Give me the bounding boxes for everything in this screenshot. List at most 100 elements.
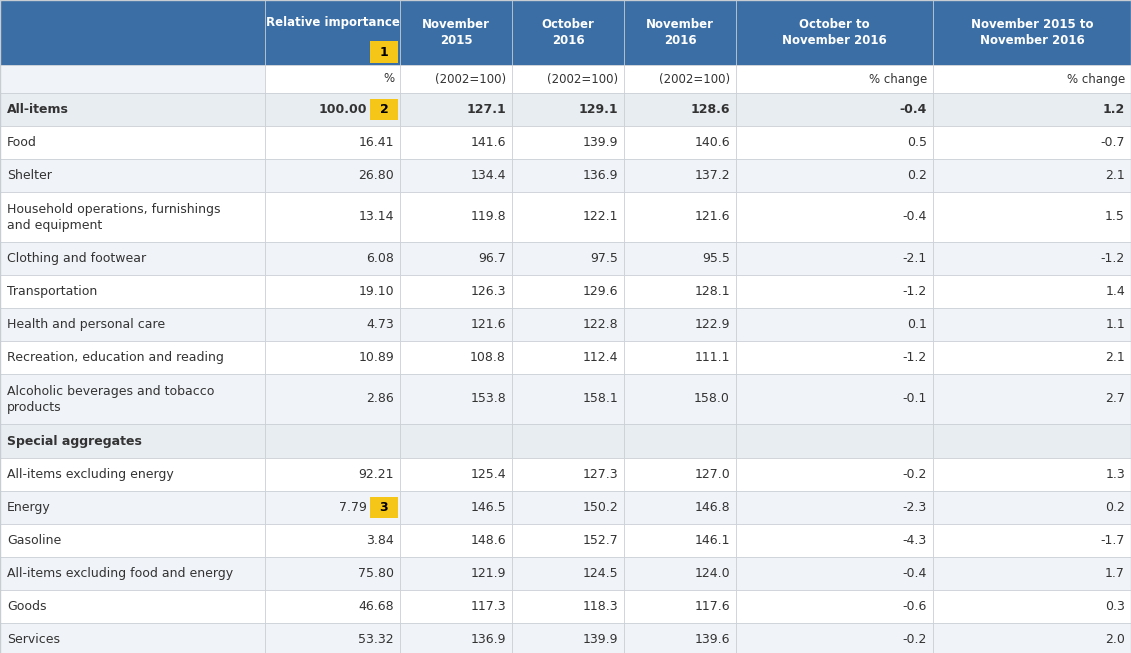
Text: 112.4: 112.4 (582, 351, 618, 364)
Text: 121.6: 121.6 (694, 210, 729, 223)
Text: 128.1: 128.1 (694, 285, 729, 298)
Text: 117.6: 117.6 (694, 600, 729, 613)
Text: Relative importance: Relative importance (266, 16, 399, 29)
Bar (736, 126, 933, 159)
Text: 141.6: 141.6 (470, 136, 506, 149)
Bar (512, 623, 624, 653)
Text: 118.3: 118.3 (582, 600, 618, 613)
Text: -1.7: -1.7 (1100, 534, 1125, 547)
Bar (400, 590, 512, 623)
Text: Transportation: Transportation (7, 285, 97, 298)
Text: 0.1: 0.1 (907, 318, 927, 331)
Text: -2.3: -2.3 (903, 501, 927, 514)
Bar (933, 374, 1131, 424)
Text: (2002=100): (2002=100) (659, 72, 729, 86)
Bar (736, 93, 933, 126)
Bar (0, 524, 265, 557)
Text: November
2016: November 2016 (646, 18, 714, 48)
Bar (624, 308, 736, 341)
Bar (736, 424, 933, 458)
Text: 3: 3 (380, 501, 388, 514)
Bar (0, 491, 265, 524)
Bar (400, 192, 512, 242)
Bar (400, 242, 512, 275)
Text: 127.3: 127.3 (582, 468, 618, 481)
Text: 19.10: 19.10 (359, 285, 394, 298)
Bar (624, 275, 736, 308)
Text: Recreation, education and reading: Recreation, education and reading (7, 351, 224, 364)
Bar (736, 491, 933, 524)
Bar (0, 126, 265, 159)
Text: (2002=100): (2002=100) (547, 72, 618, 86)
Bar (0, 458, 265, 491)
Bar (400, 341, 512, 374)
Bar (736, 458, 933, 491)
Bar (736, 557, 933, 590)
Bar (0, 192, 265, 242)
Text: 2.1: 2.1 (1105, 169, 1125, 182)
Text: Energy: Energy (7, 501, 51, 514)
Bar (400, 524, 512, 557)
Text: 53.32: 53.32 (359, 633, 394, 646)
Text: -0.2: -0.2 (903, 468, 927, 481)
Bar (933, 590, 1131, 623)
Text: 158.0: 158.0 (694, 392, 729, 406)
Text: -1.2: -1.2 (903, 351, 927, 364)
Bar (933, 491, 1131, 524)
Text: 150.2: 150.2 (582, 501, 618, 514)
Bar (400, 491, 512, 524)
Bar (400, 424, 512, 458)
Bar (512, 192, 624, 242)
Text: 6.08: 6.08 (366, 252, 394, 265)
Text: 111.1: 111.1 (694, 351, 729, 364)
Text: 108.8: 108.8 (470, 351, 506, 364)
Bar (624, 65, 736, 93)
Bar (512, 458, 624, 491)
Bar (736, 374, 933, 424)
Text: 0.2: 0.2 (1105, 501, 1125, 514)
Bar (512, 93, 624, 126)
Text: 10.89: 10.89 (359, 351, 394, 364)
Text: 139.9: 139.9 (582, 633, 618, 646)
Text: 117.3: 117.3 (470, 600, 506, 613)
Bar (933, 159, 1131, 192)
Bar (265, 192, 400, 242)
Text: 129.1: 129.1 (578, 103, 618, 116)
Text: Goods: Goods (7, 600, 46, 613)
Bar (736, 590, 933, 623)
Bar (400, 65, 512, 93)
Text: 128.6: 128.6 (691, 103, 729, 116)
Text: 1: 1 (380, 46, 388, 59)
Bar (0, 0, 265, 65)
Bar (265, 126, 400, 159)
Text: 137.2: 137.2 (694, 169, 729, 182)
Text: Shelter: Shelter (7, 169, 52, 182)
Bar (400, 557, 512, 590)
Text: Health and personal care: Health and personal care (7, 318, 165, 331)
Bar (512, 159, 624, 192)
Bar (736, 192, 933, 242)
Bar (512, 242, 624, 275)
Text: 4.73: 4.73 (366, 318, 394, 331)
Bar (624, 192, 736, 242)
Bar (736, 242, 933, 275)
Text: Services: Services (7, 633, 60, 646)
Bar (400, 458, 512, 491)
Bar (265, 65, 400, 93)
Bar (265, 491, 400, 524)
Bar (624, 126, 736, 159)
Text: 0.5: 0.5 (907, 136, 927, 149)
Bar (624, 374, 736, 424)
Bar (0, 93, 265, 126)
Text: 1.4: 1.4 (1105, 285, 1125, 298)
Bar (265, 458, 400, 491)
Text: 119.8: 119.8 (470, 210, 506, 223)
Bar (265, 374, 400, 424)
Bar (933, 458, 1131, 491)
Bar (933, 242, 1131, 275)
Text: All-items: All-items (7, 103, 69, 116)
Bar (624, 93, 736, 126)
Text: Household operations, furnishings
and equipment: Household operations, furnishings and eq… (7, 202, 221, 232)
Text: Clothing and footwear: Clothing and footwear (7, 252, 146, 265)
Text: 122.1: 122.1 (582, 210, 618, 223)
